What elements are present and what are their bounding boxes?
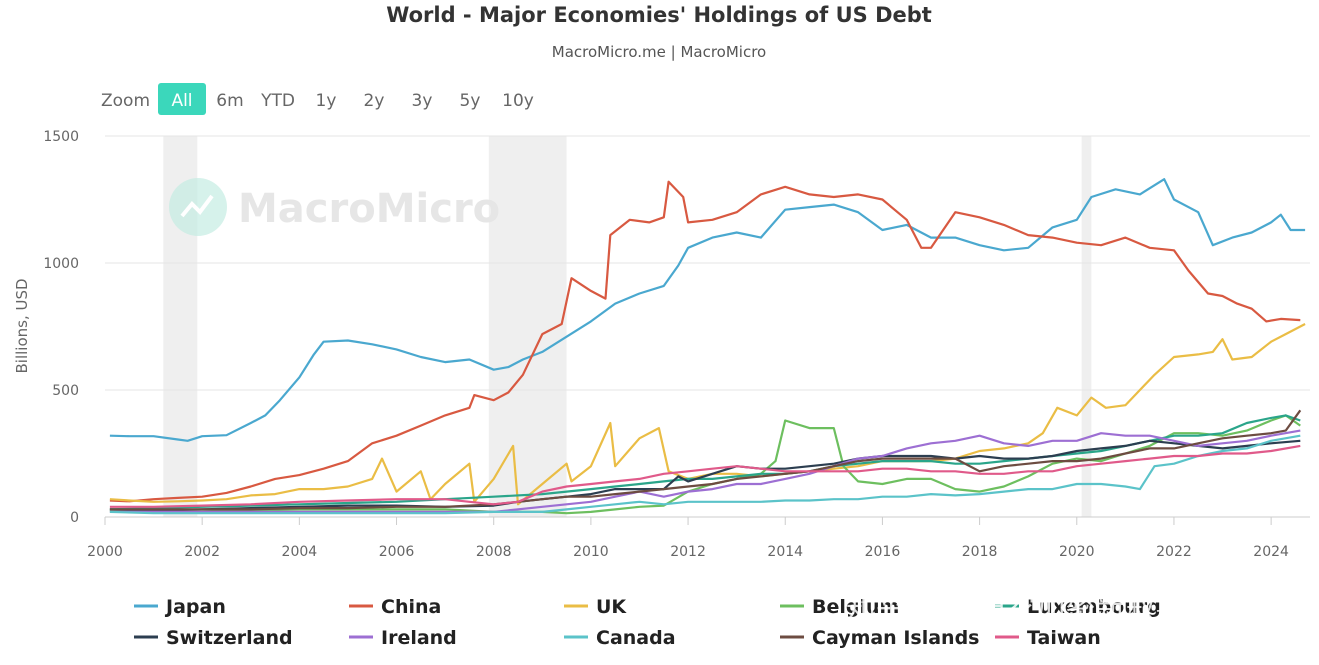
recession-band-2 [1081, 136, 1092, 517]
legend-label-luxembourg[interactable]: Luxembourg [1027, 596, 1161, 618]
x-tick-label-2: 2004 [282, 544, 318, 560]
zoom-button-3y[interactable]: 3y [412, 91, 433, 111]
x-axis: 2000 2002 2004 2006 2008 2010 2012 2014 2016 2018… [87, 517, 1289, 560]
series-line-canada [109, 434, 1301, 515]
y-axis: 0 500 1000 1500 [43, 129, 79, 526]
x-tick-label-0: 2000 [87, 544, 123, 560]
x-tick-label-12: 2024 [1253, 544, 1289, 560]
zoom-bar: Zoom All 6m YTD 1y 2y 3y 5y 10y [101, 83, 534, 115]
x-tick-label-6: 2012 [670, 544, 706, 560]
x-tick-label-9: 2018 [962, 544, 998, 560]
y-axis-title: Billions, USD [13, 278, 31, 373]
chart-subtitle: MacroMicro.me | MacroMicro [552, 43, 766, 61]
x-tick-label-10: 2020 [1059, 544, 1095, 560]
series-line-ireland [109, 429, 1301, 513]
y-tick-label-0: 0 [70, 510, 79, 526]
zoom-button-1y[interactable]: 1y [316, 91, 337, 111]
x-tick-label-4: 2008 [476, 544, 512, 560]
zoom-button-5y[interactable]: 5y [460, 91, 481, 111]
zoom-button-ytd[interactable]: YTD [260, 91, 295, 111]
watermark-logo-icon [169, 178, 227, 236]
x-tick-label-8: 2016 [865, 544, 901, 560]
x-tick-label-11: 2022 [1156, 544, 1192, 560]
y-tick-label-2: 1000 [43, 256, 79, 272]
series-line-cayman-islands [109, 409, 1302, 511]
watermark-zhihu: 知乎 @星阳农加密新叙事 [846, 591, 1186, 626]
watermark-logo-mark [180, 194, 214, 218]
series-line-belgium [109, 414, 1301, 515]
legend-label-uk[interactable]: UK [596, 596, 627, 618]
legend-label-ireland[interactable]: Ireland [381, 627, 457, 649]
x-tick-label-1: 2002 [184, 544, 220, 560]
grid-lines [105, 135, 1310, 518]
recession-band-1 [488, 136, 567, 517]
series-line-japan [109, 178, 1306, 442]
x-tick-label-7: 2014 [767, 544, 803, 560]
watermark-brand: MacroMicro [238, 186, 500, 232]
y-tick-label-3: 1500 [43, 129, 79, 145]
zoom-button-6m[interactable]: 6m [216, 91, 243, 111]
recession-bands [163, 136, 1092, 517]
legend-label-taiwan[interactable]: Taiwan [1027, 627, 1101, 649]
legend-label-canada[interactable]: Canada [596, 627, 676, 649]
watermark: MacroMicro [169, 178, 500, 236]
series-line-taiwan [109, 444, 1301, 508]
legend: Japan China UK Belgium Luxembourg Switzerland… [134, 596, 1161, 649]
series-lines [109, 178, 1306, 515]
zoom-button-0-bg[interactable] [158, 83, 206, 115]
zoom-button-10y[interactable]: 10y [502, 91, 534, 111]
x-tick-label-3: 2006 [379, 544, 415, 560]
x-tick-label-5: 2010 [573, 544, 609, 560]
legend-label-belgium[interactable]: Belgium [812, 596, 899, 618]
y-tick-label-1: 500 [52, 383, 79, 399]
legend-label-cayman-islands[interactable]: Cayman Islands [812, 627, 979, 649]
legend-label-japan[interactable]: Japan [164, 596, 226, 618]
zoom-button-all[interactable]: All [171, 91, 192, 111]
legend-label-switzerland[interactable]: Switzerland [166, 627, 293, 649]
zoom-button-2y[interactable]: 2y [364, 91, 385, 111]
chart-title: World - Major Economies' Holdings of US … [386, 3, 932, 27]
series-line-china [109, 180, 1301, 503]
zoom-label: Zoom [101, 91, 150, 111]
legend-label-china[interactable]: China [381, 596, 441, 618]
